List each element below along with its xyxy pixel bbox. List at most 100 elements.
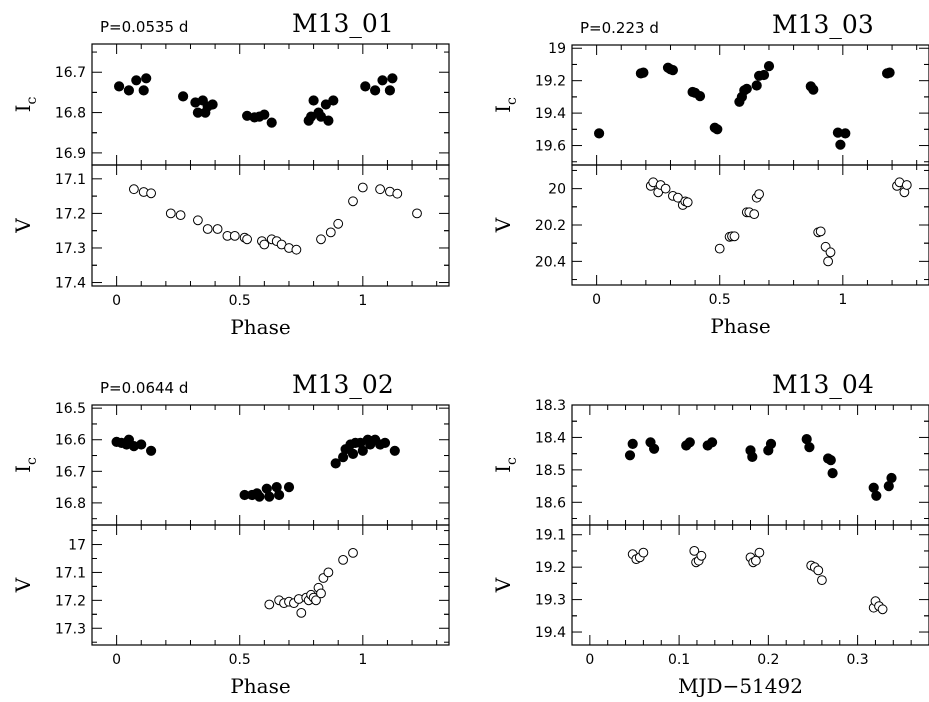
x-tick-label: 0 [112,293,121,309]
y-axis-label: V [11,218,35,234]
data-points [264,548,358,618]
x-tick-label: 1 [358,652,367,668]
v-data-point [129,184,139,195]
plot-frame [91,164,450,287]
ic-data-point [308,95,319,106]
y-axis-label: Ic [491,97,520,113]
v-data-point [682,197,693,208]
ic-data-point [684,437,695,448]
ic-data-point [254,491,265,502]
ic-data-point [840,128,851,139]
x-tick-label: 1 [838,292,847,308]
y-tick-label: 19.4 [535,106,566,122]
y-tick-label: 17.3 [55,621,86,637]
x-tick-label: 0.5 [229,652,251,668]
ic-data-point [667,65,679,76]
ic-data-point [114,81,125,92]
v-data-point [729,231,740,242]
light-curve-chart-m13-01: P=0.0535 d M13_0116.716.816.9Ic17.117.217… [11,9,450,339]
v-data-point [202,224,213,234]
v-data-point [338,555,349,565]
v-data-point [212,224,223,234]
v-data-point [193,215,203,226]
y-tick-label: 18.5 [535,463,566,479]
v-data-point [348,196,358,207]
v-data-point [877,604,888,615]
ic-data-point [347,448,359,459]
data-points [114,73,398,128]
y-tick-label: 16.5 [55,401,86,417]
ic-data-point [274,489,285,501]
light-curve-chart-m13-03: P=0.223 d M13_03 19 19.2 19.4 19.6 Ic 20 20.2 20.… [491,10,929,338]
ic-data-point [328,95,339,106]
ic-data-point [624,450,636,461]
data-points [624,434,897,501]
y-tick-label: 20.2 [535,218,566,234]
ic-data-point [387,73,398,84]
ic-data-point [178,91,189,102]
y-axis-label: Ic [491,457,520,473]
y-tick-label: 18.4 [535,430,566,446]
y-tick-label: 18.6 [535,495,566,511]
x-tick-label: 0.1 [668,652,690,668]
plot-frame [91,524,450,646]
v-data-point [689,546,700,556]
y-tick-label: 17.3 [55,241,86,257]
v-data-point [375,184,386,195]
ic-data-point [835,139,846,150]
x-axis-label: MJD−51492 [678,674,803,698]
ic-data-point [627,438,638,449]
ic-data-point [357,445,368,456]
v-data-point [749,209,760,220]
v-data-point [817,575,827,585]
v-data-point [813,565,824,576]
ic-data-point [131,75,142,86]
ic-data-point [804,442,815,453]
ic-data-point [765,438,777,449]
plot-frame [571,524,929,646]
v-data-point [357,182,368,193]
v-data-point [696,550,707,561]
ic-band-panel: 18.3 18.4 18.5 18.6 Ic [491,398,929,526]
ic-data-point [123,85,134,96]
v-data-point [751,555,761,566]
ic-data-point [758,69,770,81]
v-data-point [412,208,422,219]
x-axis-label: Phase [230,315,290,339]
x-tick-label: 0 [585,652,594,668]
ic-data-point [323,115,334,126]
v-data-point [901,180,912,190]
v-data-point [815,226,826,237]
x-tick-label: 0.3 [846,652,868,668]
y-tick-label: 17.2 [55,593,86,609]
data-points [594,61,895,150]
y-tick-label: 19.2 [535,560,566,576]
v-data-point [325,227,336,238]
ic-data-point [694,91,706,102]
chart-title: M13_01 [292,9,394,38]
y-tick-label: 17.2 [55,206,86,222]
y-tick-label: 16.9 [55,146,86,162]
y-tick-label: 19.1 [535,528,566,544]
plot-frame [91,404,450,526]
chart-title: M13_04 [772,370,874,399]
ic-data-point [264,491,275,502]
x-axis-label: Phase [710,314,770,338]
y-axis-label: Ic [11,457,40,473]
v-band-panel: 17 17.1 17.2 17.3 V [11,524,450,646]
ic-data-point [379,437,391,448]
ic-data-point [138,85,149,96]
data-points [111,434,400,502]
v-band-panel: 19.1 19.2 19.3 19.4 V [491,524,929,646]
ic-data-point [751,80,762,91]
y-tick-label: 17 [68,538,86,554]
x-tick-label: 0.5 [229,293,251,309]
x-tick-label: 0 [592,292,601,308]
v-data-point [146,188,157,199]
data-points [129,182,422,255]
light-curve-chart-m13-04: M13_04 18.3 18.4 18.5 18.6 Ic 19.1 19.2 19.3 19.4… [491,370,929,698]
v-data-point [714,243,725,254]
v-data-point [175,210,186,221]
ic-data-point [136,439,147,450]
